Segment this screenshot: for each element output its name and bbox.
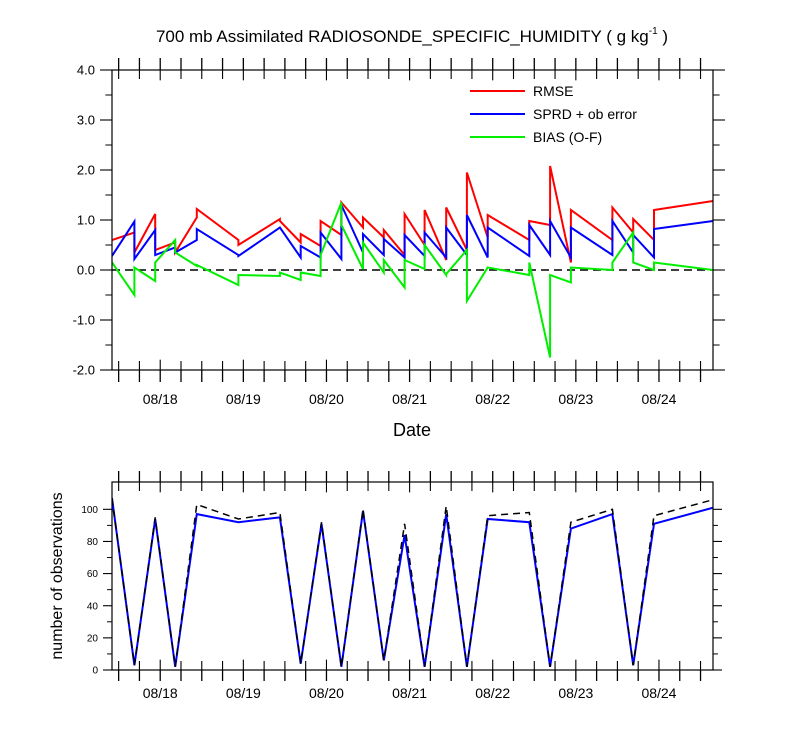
bottom-series-group	[112, 497, 713, 667]
bottom-panel: 0 20 40 60 80 100 08/18 08/19 08/20 08/21 08/22 08/…	[49, 471, 722, 701]
y-axis-label: number of observations	[49, 492, 66, 659]
bottom-plot-frame	[111, 481, 714, 671]
x-tick-label: 08/20	[309, 685, 344, 701]
x-tick-label: 08/24	[641, 391, 676, 407]
x-tick-label: 08/19	[226, 391, 261, 407]
top-axis-ticks: -2.0 -1.0 0.0 1.0 2.0 3.0 4.0 08/18 08/19 08/20 08…	[73, 58, 725, 407]
y-tick-label: 20	[87, 633, 99, 644]
y-tick-label: 100	[81, 505, 98, 516]
x-tick-label: 08/22	[475, 685, 510, 701]
y-tick-label: 80	[87, 537, 99, 548]
x-tick-label: 08/20	[309, 391, 344, 407]
y-tick-label: 40	[87, 601, 99, 612]
series-line-used	[112, 497, 713, 667]
chart-title: 700 mb Assimilated RADIOSONDE_SPECIFIC_H…	[156, 26, 668, 46]
x-tick-label: 08/21	[392, 391, 427, 407]
y-tick-label: 60	[87, 569, 99, 580]
legend: RMSE SPRD + ob error BIAS (O-F)	[470, 83, 637, 145]
y-tick-label: 4.0	[77, 63, 95, 78]
title-main: 700 mb Assimilated RADIOSONDE_SPECIFIC_H…	[156, 27, 649, 46]
series-line-bias-o-f	[112, 202, 713, 358]
x-axis-label: Date	[393, 420, 431, 440]
title-unit-exponent: -1	[649, 26, 658, 37]
legend-label-bias-o-f: BIAS (O-F)	[533, 129, 602, 145]
x-tick-label: 08/18	[143, 391, 178, 407]
y-tick-label: -2.0	[73, 363, 95, 378]
x-tick-label: 08/24	[641, 685, 676, 701]
legend-label-sprd-ob-error: SPRD + ob error	[533, 106, 637, 122]
y-tick-label: 0.0	[77, 263, 95, 278]
bottom-axis-ticks: 0 20 40 60 80 100 08/18 08/19 08/20 08/21 08/22 08/…	[81, 471, 722, 701]
y-tick-label: 1.0	[77, 213, 95, 228]
top-panel: -2.0 -1.0 0.0 1.0 2.0 3.0 4.0 08/18 08/19 08/20 08…	[73, 58, 725, 440]
x-tick-label: 08/21	[392, 685, 427, 701]
x-tick-label: 08/22	[475, 391, 510, 407]
x-tick-label: 08/23	[558, 391, 593, 407]
series-line-sprd-ob-error	[112, 204, 713, 263]
x-tick-label: 08/23	[558, 685, 593, 701]
y-tick-label: 0	[92, 666, 98, 677]
y-tick-label: -1.0	[73, 313, 95, 328]
y-tick-label: 2.0	[77, 163, 95, 178]
y-tick-label: 3.0	[77, 113, 95, 128]
title-close: )	[658, 27, 668, 46]
x-tick-label: 08/18	[143, 685, 178, 701]
top-series-group	[112, 165, 713, 358]
legend-label-rmse: RMSE	[533, 83, 573, 99]
x-tick-label: 08/19	[226, 685, 261, 701]
series-line-total	[112, 498, 713, 667]
